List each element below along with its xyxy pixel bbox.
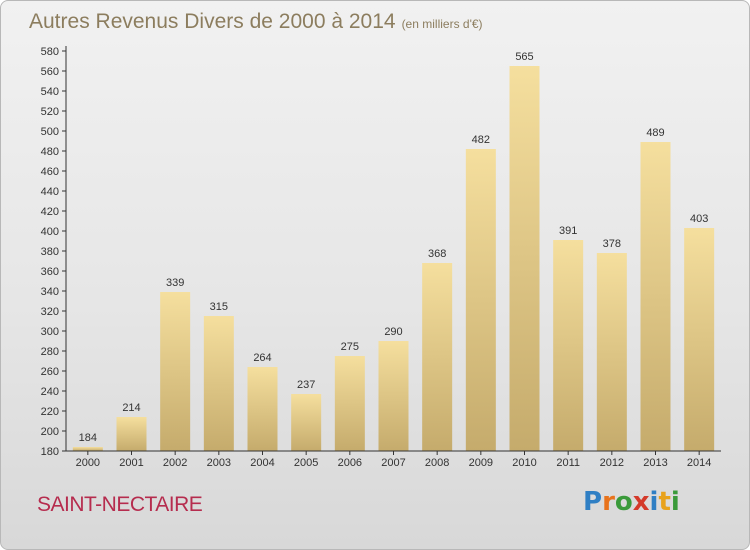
x-tick-label: 2000 bbox=[76, 457, 100, 469]
logo-letter: r bbox=[602, 487, 615, 517]
bar-value-label: 264 bbox=[253, 352, 271, 364]
bar bbox=[684, 228, 715, 451]
bar bbox=[247, 367, 278, 451]
y-tick-label: 320 bbox=[41, 306, 59, 318]
y-tick-label: 340 bbox=[41, 286, 59, 298]
bar bbox=[378, 341, 409, 451]
bar-value-label: 489 bbox=[646, 127, 664, 139]
x-tick-label: 2002 bbox=[163, 457, 187, 469]
y-tick-label: 180 bbox=[41, 446, 59, 458]
bar bbox=[422, 263, 453, 451]
bar bbox=[116, 417, 147, 451]
y-tick-label: 380 bbox=[41, 246, 59, 258]
chart-title: Autres Revenus Divers de 2000 à 2014 (en … bbox=[29, 10, 483, 34]
bar-value-label: 315 bbox=[210, 301, 228, 313]
x-tick-label: 2004 bbox=[250, 457, 274, 469]
x-tick-label: 2006 bbox=[338, 457, 362, 469]
y-tick-label: 280 bbox=[41, 346, 59, 358]
bar-value-label: 184 bbox=[79, 432, 97, 444]
bar-value-label: 275 bbox=[341, 341, 359, 353]
x-tick-label: 2003 bbox=[207, 457, 231, 469]
chart-title-text: Autres Revenus Divers de 2000 à 2014 bbox=[29, 10, 396, 33]
bar-value-label: 403 bbox=[690, 213, 708, 225]
x-tick-label: 2014 bbox=[687, 457, 711, 469]
chart-subtitle: (en milliers d'€) bbox=[401, 17, 483, 31]
bar-value-label: 214 bbox=[122, 402, 140, 414]
bar-value-label: 378 bbox=[603, 238, 621, 250]
commune-name: SAINT-NECTAIRE bbox=[37, 493, 203, 516]
y-tick-label: 220 bbox=[41, 406, 59, 418]
bar bbox=[465, 149, 496, 451]
x-tick-label: 2013 bbox=[643, 457, 667, 469]
x-tick-label: 2008 bbox=[425, 457, 449, 469]
bar bbox=[334, 356, 365, 451]
y-tick-label: 520 bbox=[41, 106, 59, 118]
bar bbox=[509, 66, 540, 451]
bar bbox=[640, 142, 671, 451]
bar bbox=[72, 447, 103, 451]
bar bbox=[203, 316, 234, 451]
x-tick-label: 2011 bbox=[556, 457, 580, 469]
logo-letter: i bbox=[670, 487, 680, 517]
bar bbox=[596, 253, 627, 451]
bar-value-label: 565 bbox=[515, 51, 533, 63]
x-tick-label: 2009 bbox=[469, 457, 493, 469]
y-tick-label: 360 bbox=[41, 266, 59, 278]
x-tick-label: 2005 bbox=[294, 457, 318, 469]
y-tick-label: 200 bbox=[41, 426, 59, 438]
bar-value-label: 237 bbox=[297, 379, 315, 391]
y-tick-label: 260 bbox=[41, 366, 59, 378]
bar bbox=[291, 394, 322, 451]
y-tick-label: 240 bbox=[41, 386, 59, 398]
x-tick-label: 2001 bbox=[119, 457, 143, 469]
x-tick-label: 2010 bbox=[512, 457, 536, 469]
y-tick-label: 540 bbox=[41, 86, 59, 98]
y-tick-label: 500 bbox=[41, 126, 59, 138]
bar-value-label: 368 bbox=[428, 248, 446, 260]
y-tick-label: 560 bbox=[41, 66, 59, 78]
bar bbox=[160, 292, 191, 451]
bar-value-label: 290 bbox=[384, 326, 402, 338]
y-tick-label: 420 bbox=[41, 206, 59, 218]
y-tick-label: 460 bbox=[41, 166, 59, 178]
y-tick-label: 580 bbox=[41, 46, 59, 58]
bar bbox=[553, 240, 584, 451]
y-tick-label: 400 bbox=[41, 226, 59, 238]
logo-letter: i bbox=[649, 487, 659, 517]
logo-letter: o bbox=[614, 487, 633, 517]
bar-value-label: 391 bbox=[559, 225, 577, 237]
y-tick-label: 440 bbox=[41, 186, 59, 198]
y-tick-label: 300 bbox=[41, 326, 59, 338]
bar-value-label: 339 bbox=[166, 277, 184, 289]
x-tick-label: 2007 bbox=[381, 457, 405, 469]
logo-letter: t bbox=[658, 487, 671, 517]
logo-letter: P bbox=[583, 487, 603, 517]
proxiti-logo[interactable]: Proxiti bbox=[583, 487, 680, 517]
bar-value-label: 482 bbox=[472, 134, 490, 146]
y-tick-label: 480 bbox=[41, 146, 59, 158]
logo-letter: x bbox=[632, 487, 650, 517]
x-tick-label: 2012 bbox=[600, 457, 624, 469]
